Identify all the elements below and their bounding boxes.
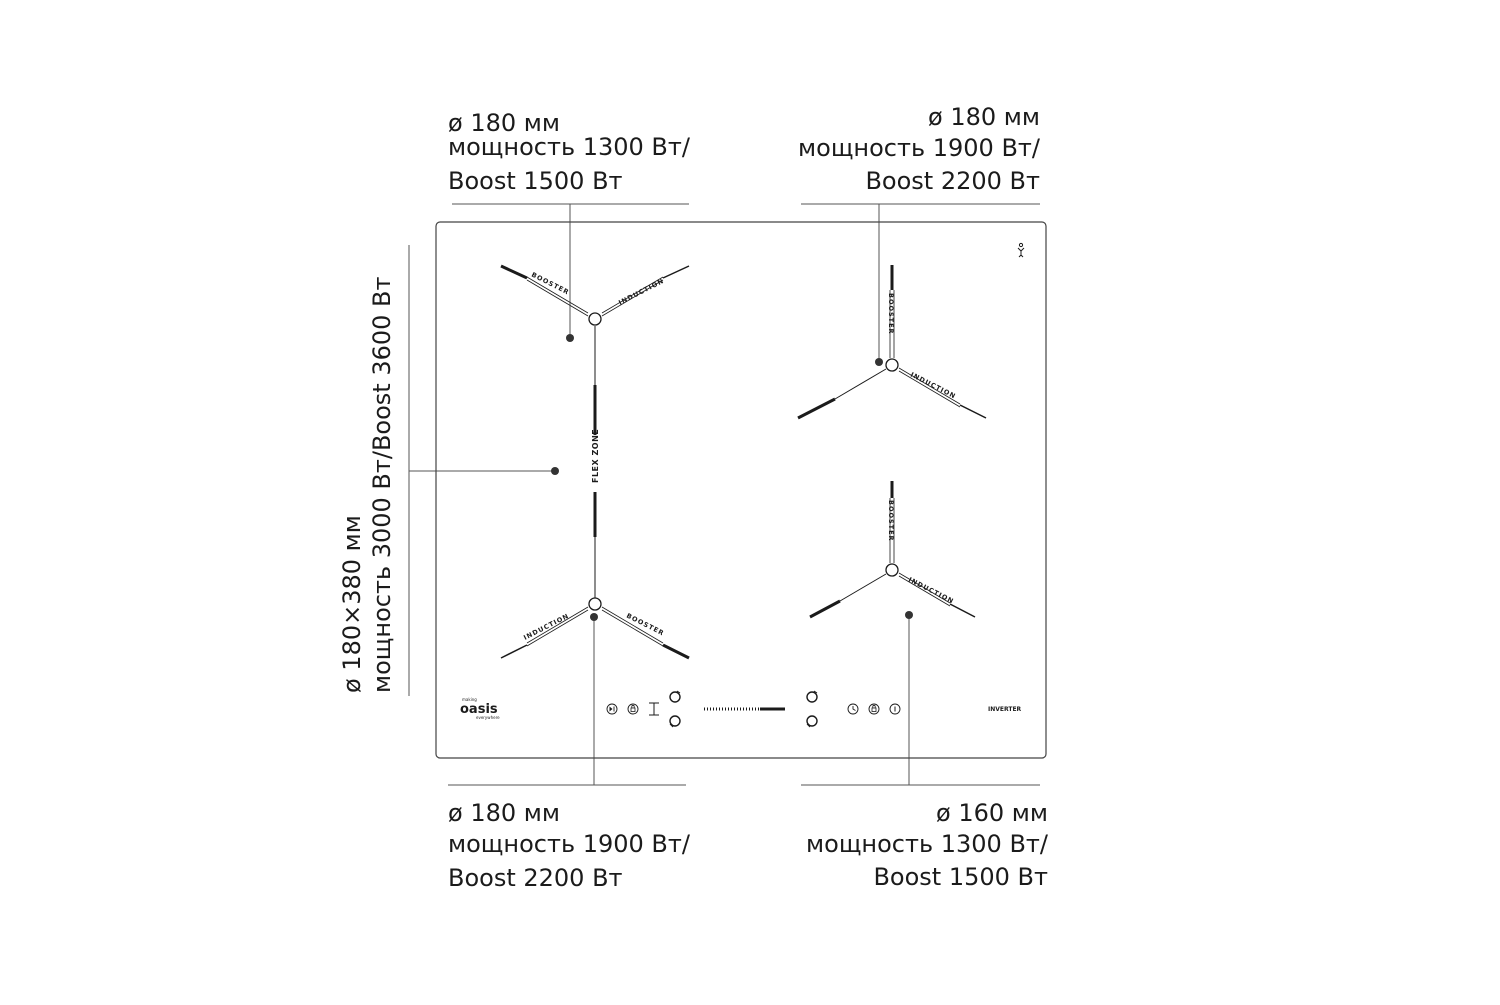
callout-bottom-right: ø 160 мм мощность 1300 Вт/ Boost 1500 Вт: [801, 615, 1049, 891]
burner-center: [885, 563, 899, 577]
child-lock-icon[interactable]: [868, 703, 880, 715]
flex-zone-label: FLEX ZONE: [591, 429, 600, 483]
callout-flex: ø 180×380 мм мощность 3000 Вт/Boost 3600…: [338, 245, 555, 696]
plus-icon[interactable]: [669, 690, 681, 703]
play-pause-icon[interactable]: [606, 703, 618, 715]
bottom-right-diameter: ø 160 мм: [936, 799, 1048, 827]
top-right-diameter: ø 180 мм: [928, 103, 1040, 131]
clock-icon[interactable]: [847, 703, 859, 715]
induction-label: INDUCTION: [907, 576, 955, 606]
burner-bottom-right: BOOSTER INDUCTION: [809, 481, 976, 619]
induction-label: INDUCTION: [617, 277, 665, 307]
top-right-boost: Boost 2200 Вт: [865, 167, 1040, 195]
plus-icon[interactable]: [806, 690, 818, 703]
zone-marker-dot: [566, 334, 574, 342]
flex-spec: ø 180×380 мм: [338, 515, 366, 693]
bottom-left-boost: Boost 2200 Вт: [448, 864, 623, 892]
flex-zone: FLEX ZONE: [551, 385, 600, 598]
booster-label: BOOSTER: [887, 500, 895, 542]
burner-center: [588, 597, 602, 611]
zone-marker-dot: [905, 611, 913, 619]
callout-top-left: ø 180 мм мощность 1300 Вт/ Boost 1500 Вт: [448, 109, 691, 338]
minus-icon[interactable]: [806, 715, 818, 728]
burner-center: [885, 358, 899, 372]
booster-label: BOOSTER: [887, 293, 895, 335]
top-left-diameter: ø 180 мм: [448, 109, 560, 137]
booster-label: BOOSTER: [530, 271, 571, 297]
burner-top-right: BOOSTER INDUCTION: [797, 265, 987, 420]
brand-logo: making oasis everywhere: [460, 697, 500, 720]
callout-bottom-left: ø 180 мм мощность 1900 Вт/ Boost 2200 Вт: [448, 617, 691, 892]
power-icon[interactable]: [889, 703, 901, 715]
induction-label: INDUCTION: [909, 371, 957, 401]
brand-bottom-text: everywhere: [476, 715, 500, 720]
zone-marker-dot: [590, 613, 598, 621]
callout-top-right: ø 180 мм мощность 1900 Вт/ Boost 2200 Вт: [798, 103, 1041, 362]
flex-marker-dot: [551, 467, 559, 475]
minus-icon[interactable]: [669, 715, 681, 728]
burner-bottom-left: INDUCTION BOOSTER: [500, 597, 690, 660]
top-left-boost: Boost 1500 Вт: [448, 167, 623, 195]
timer-display-icon: [649, 702, 659, 716]
burner-center: [588, 312, 602, 326]
lock-icon[interactable]: [627, 703, 639, 715]
induction-label: INDUCTION: [522, 612, 570, 642]
zone-marker-dot: [875, 358, 883, 366]
bottom-right-power: мощность 1300 Вт/: [806, 830, 1049, 858]
brand-top-text: making: [462, 697, 477, 702]
bottom-left-power: мощность 1900 Вт/: [448, 830, 691, 858]
hob-panel: [435, 221, 1047, 759]
inverter-label: INVERTER: [988, 706, 1022, 713]
burner-top-left: BOOSTER INDUCTION: [500, 264, 690, 385]
child-symbol-icon: [1017, 242, 1025, 258]
bottom-right-boost: Boost 1500 Вт: [873, 863, 1048, 891]
top-left-power: мощность 1300 Вт/: [448, 133, 691, 161]
top-right-power: мощность 1900 Вт/: [798, 134, 1041, 162]
brand-name: oasis: [460, 702, 498, 717]
flex-power: мощность 3000 Вт/Boost 3600 Вт: [368, 276, 396, 693]
bottom-left-diameter: ø 180 мм: [448, 799, 560, 827]
